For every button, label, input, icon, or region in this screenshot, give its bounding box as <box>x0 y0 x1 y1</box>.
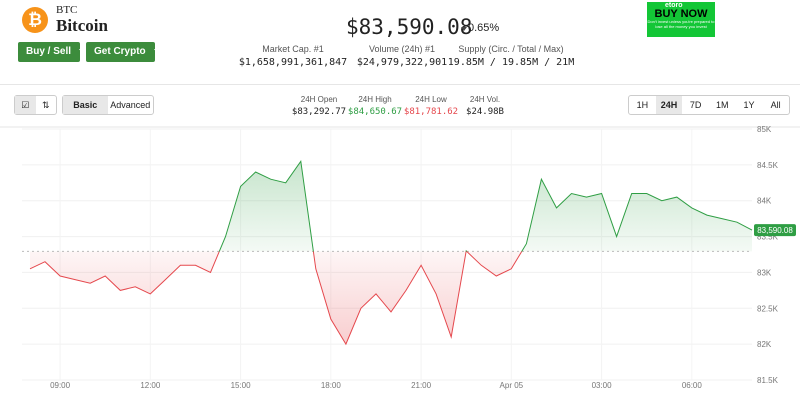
range-button[interactable]: 7D <box>689 100 702 110</box>
symbol: BTC <box>56 4 78 16</box>
range-button[interactable]: 1H <box>636 100 649 110</box>
logo: ₿ <box>22 7 48 33</box>
x-tick-label: 15:00 <box>231 381 252 390</box>
line-button[interactable]: ⇅ <box>41 99 50 110</box>
stat-label: Supply (Circ. / Total / Max) <box>458 44 564 54</box>
x-tick-label: 06:00 <box>682 381 703 390</box>
stat-label: Volume (24h) #1 <box>368 44 436 54</box>
range-button[interactable]: 1Y <box>743 100 755 110</box>
advertisement[interactable]: etoro BUY NOW Don't invest unless you're… <box>647 2 715 37</box>
price-change: 0.65% <box>468 22 500 34</box>
y-tick-label: 82.5K <box>757 304 779 313</box>
price-line <box>29 159 753 346</box>
stat-value: $24,979,322,901 <box>356 57 448 68</box>
summary-label: 24H Vol. <box>469 95 501 104</box>
last-price-tag <box>754 224 796 237</box>
summary-label: 24H Open <box>300 95 338 104</box>
y-tick-label: 83.5K <box>757 233 779 242</box>
buy-sell-button[interactable]: Buy / Sell <box>18 42 86 62</box>
summary-label: 24H Low <box>415 95 447 104</box>
ad-cta: BUY NOW <box>654 8 708 20</box>
price-area <box>30 161 752 345</box>
y-tick-label: 83K <box>757 268 772 277</box>
get-crypto-button[interactable]: Get Crypto <box>86 42 160 62</box>
view-mode-button[interactable]: Basic <box>63 96 108 114</box>
view-mode-button[interactable]: Advanced <box>110 100 151 110</box>
x-tick-label: 18:00 <box>321 381 342 390</box>
price: $83,590.08 <box>346 15 473 39</box>
range-selector: 1H 24H 7D 1M 1Y All <box>628 95 790 115</box>
y-tick-label: 81.5K <box>757 376 779 385</box>
button-label: Get Crypto <box>94 46 146 57</box>
y-tick-label: 84K <box>757 197 772 206</box>
y-tick-label: 84.5K <box>757 161 779 170</box>
divider <box>0 84 800 85</box>
candle-button[interactable]: ☑ <box>15 96 36 114</box>
summary-value: $81,781.62 <box>403 107 459 117</box>
view-mode-toggle: Basic Advanced <box>62 95 154 115</box>
coin-name: Bitcoin <box>56 16 108 35</box>
x-tick-label: Apr 05 <box>500 381 524 390</box>
stat-label: Market Cap. #1 <box>262 44 324 54</box>
x-tick-label: 21:00 <box>411 381 432 390</box>
x-tick-label: 03:00 <box>592 381 613 390</box>
stat-value: $1,658,991,361,847 <box>238 57 348 68</box>
x-tick-label: 12:00 <box>140 381 161 390</box>
down-arrow <box>461 27 467 31</box>
summary-value: $24.98B <box>466 107 504 117</box>
stat-value: 19.85M / 19.85M / 21M <box>447 57 575 68</box>
range-button[interactable]: 1M <box>716 100 729 110</box>
summary-label: 24H High <box>358 95 392 104</box>
summary-value: $84,650.67 <box>347 107 403 117</box>
range-button[interactable]: 24H <box>655 96 683 114</box>
ad-brand: etoro <box>665 2 683 9</box>
y-tick-label: 82K <box>757 340 772 349</box>
summary-value: $83,292.77 <box>291 107 347 117</box>
ad-disclaimer: Don't invest unless you're prepared to l… <box>647 19 715 29</box>
last-price-label: 83,590.08 <box>757 226 793 235</box>
range-button[interactable]: All <box>770 100 781 110</box>
x-tick-label: 09:00 <box>50 381 71 390</box>
chart-style-toggle: ☑ ⇅ <box>14 95 57 115</box>
button-label: Buy / Sell <box>26 46 72 57</box>
y-tick-label: 85K <box>757 125 772 134</box>
